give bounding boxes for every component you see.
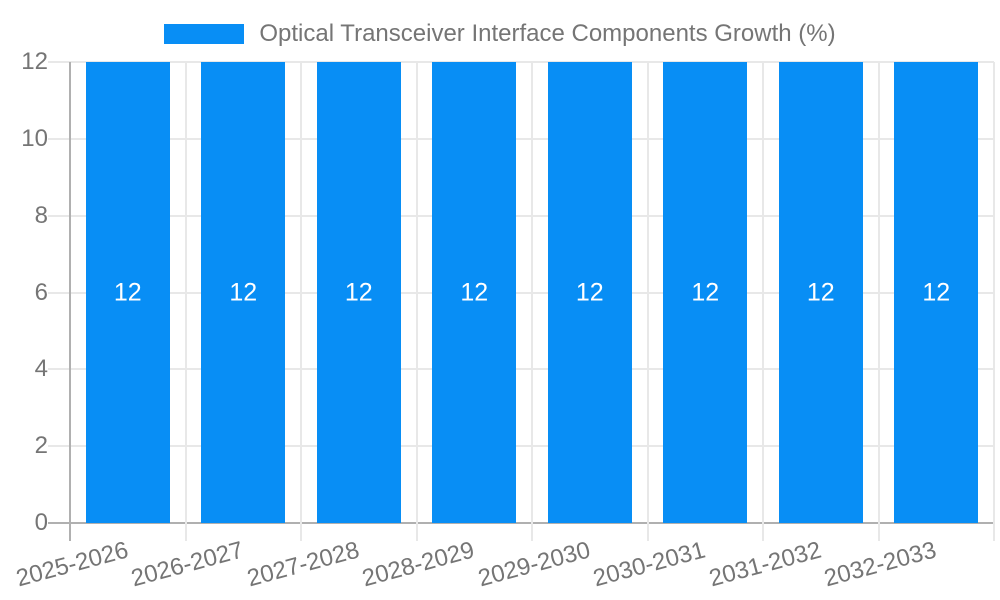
x-axis: 2025-2026 2026-2027 2027-2028 2028-2029 … [13, 523, 994, 600]
x-axis-tick-label: 2027-2028 [244, 536, 363, 593]
x-axis-tick-label: 2025-2026 [13, 536, 132, 593]
bar-value-label: 12 [460, 278, 489, 306]
gridline-vertical [877, 62, 880, 541]
bar-value-label: 12 [691, 278, 720, 306]
gridline-vertical [300, 62, 302, 541]
bar[interactable]: 12 [663, 62, 748, 523]
x-axis-tick-label: 2028-2029 [359, 536, 478, 593]
bar[interactable]: 12 [778, 62, 863, 523]
bar-series: 12 12 12 12 12 12 12 12 [70, 62, 994, 523]
x-axis-tick-label: 2031-2032 [706, 536, 825, 593]
x-axis-tick-label: 2030-2031 [590, 536, 709, 593]
bar-value-label: 12 [229, 278, 258, 306]
gridline-vertical [646, 62, 649, 541]
chart-legend: Optical Transceiver Interface Components… [0, 19, 1000, 49]
bar-value-label: 12 [344, 278, 373, 306]
bar[interactable]: 12 [85, 62, 170, 523]
gridline-horizontal [48, 291, 994, 294]
gridline-horizontal [48, 368, 994, 371]
bar[interactable]: 12 [201, 62, 286, 523]
x-axis-tick-label: 2026-2027 [128, 536, 247, 593]
y-axis-tick-label: 4 [34, 355, 48, 383]
y-axis-tick-label: 2 [34, 432, 48, 460]
legend-label: Optical Transceiver Interface Components… [259, 20, 836, 47]
y-axis: 12 10 8 6 4 2 0 [0, 48, 48, 536]
gridline-vertical [531, 62, 533, 541]
gridline-horizontal [48, 445, 994, 448]
y-axis-tick-label: 10 [21, 124, 48, 152]
bar[interactable]: 12 [432, 62, 517, 523]
bar-value-label: 12 [922, 278, 951, 306]
y-axis-tick-label: 0 [34, 509, 48, 536]
x-axis-tick-label: 2032-2033 [821, 536, 940, 593]
y-axis-tick-label: 8 [34, 201, 48, 229]
gridline-vertical [762, 62, 764, 541]
plot-area: 12 12 12 12 12 12 12 12 [48, 61, 995, 541]
gridline-vertical [415, 62, 418, 541]
bar[interactable]: 12 [547, 62, 632, 523]
legend-swatch-icon [164, 24, 245, 44]
gridline-vertical [993, 62, 995, 541]
gridline-horizontal [48, 61, 994, 63]
gridline-horizontal [48, 137, 994, 140]
bar[interactable]: 12 [316, 62, 401, 523]
y-axis-tick-label: 12 [21, 48, 48, 75]
gridline-vertical [184, 62, 187, 541]
x-axis-tick-label: 2029-2030 [475, 536, 594, 593]
bar[interactable]: 12 [894, 62, 979, 523]
bar-value-label: 12 [575, 278, 604, 306]
gridline-horizontal [48, 214, 994, 217]
x-axis-line [48, 522, 994, 524]
bar-value-label: 12 [113, 278, 142, 306]
y-axis-tick-label: 6 [34, 278, 48, 306]
bar-value-label: 12 [806, 278, 835, 306]
y-axis-line [69, 62, 71, 541]
legend-item[interactable]: Optical Transceiver Interface Components… [164, 20, 836, 48]
